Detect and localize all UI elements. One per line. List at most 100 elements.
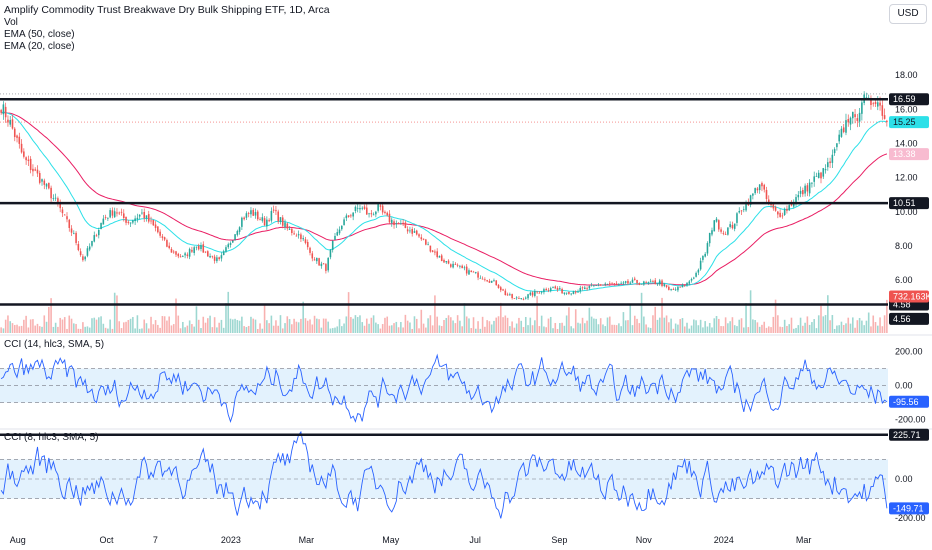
volume-bar [409, 322, 411, 333]
candle-body [470, 270, 473, 272]
volume-bar [756, 322, 759, 333]
candle-body [120, 211, 123, 213]
volume-bar [236, 320, 239, 333]
volume-bar [761, 324, 763, 333]
volume-bar [272, 325, 275, 333]
volume-bar [493, 320, 495, 333]
candle-body [191, 249, 193, 252]
candle-body [740, 210, 743, 212]
volume-bar [454, 323, 457, 333]
volume-bar [132, 317, 134, 333]
candle-body [836, 143, 838, 148]
cci-axis-label: -200.00 [895, 415, 926, 425]
volume-bar [388, 325, 391, 333]
volume-bar [865, 320, 868, 333]
volume-bar [747, 327, 750, 333]
volume-bar [418, 328, 420, 333]
volume-bar [227, 291, 230, 333]
volume-bar [247, 325, 250, 333]
volume-bar [291, 324, 293, 333]
currency-button[interactable]: USD [889, 4, 927, 24]
volume-bar [163, 316, 166, 333]
volume-bar [100, 316, 102, 333]
volume-bar [327, 321, 329, 333]
candle-body [270, 210, 273, 221]
volume-bar [870, 326, 872, 333]
volume-bar [91, 318, 93, 333]
candle-body [443, 259, 445, 263]
volume-bar [225, 303, 227, 333]
candle-body [708, 233, 711, 244]
ema20-legend[interactable]: EMA (20, close) [4, 41, 75, 52]
candle-body [799, 190, 802, 194]
volume-bar [658, 317, 661, 333]
cci8-value-tag: 225.71 [893, 430, 921, 440]
volume-bar [386, 316, 389, 333]
candle-body [817, 172, 820, 178]
volume-bar [347, 292, 350, 333]
volume-bar [75, 323, 77, 333]
candle-body [452, 263, 454, 268]
volume-bar [786, 325, 788, 333]
volume-bar [322, 318, 325, 333]
candle-body [254, 212, 257, 216]
candle-body [647, 282, 650, 284]
candle-body [502, 289, 504, 291]
volume-bar [597, 324, 600, 333]
candle-body [422, 238, 425, 240]
volume-legend[interactable]: Vol [4, 17, 18, 28]
volume-bar [570, 326, 572, 333]
candle-body [259, 218, 261, 220]
volume-bar [599, 318, 602, 333]
candle-body [100, 222, 102, 230]
volume-bar [593, 318, 595, 333]
candle-body [229, 243, 232, 245]
volume-bar [254, 319, 257, 333]
candle-body [372, 214, 375, 216]
volume-bar [270, 315, 273, 333]
volume-bar [858, 317, 861, 333]
volume-bar [434, 295, 436, 333]
candle-body [216, 257, 218, 262]
candle-body [554, 286, 557, 289]
candle-body [765, 189, 768, 200]
cci8-value-tag: -149.71 [893, 503, 924, 513]
volume-bar [515, 323, 518, 333]
chart-title: Amplify Commodity Trust Breakwave Dry Bu… [4, 4, 330, 16]
volume-bar [250, 316, 252, 333]
candle-body [663, 284, 666, 287]
candle-body [297, 234, 300, 236]
candle-body [379, 205, 382, 207]
candle-body [202, 244, 205, 253]
volume-bar [683, 326, 686, 333]
volume-bar [182, 321, 184, 333]
candle-body [200, 245, 202, 250]
volume-bar [440, 326, 443, 333]
volume-bar [222, 327, 225, 333]
volume-bar [718, 318, 720, 333]
candle-body [34, 169, 36, 171]
volume-bar [797, 325, 800, 333]
volume-bar [25, 315, 27, 333]
candle-body [677, 287, 679, 291]
candle-body [300, 234, 302, 240]
volume-bar [520, 320, 523, 333]
candle-body [727, 227, 729, 235]
candle-body [879, 102, 881, 106]
volume-bar [777, 315, 779, 333]
volume-bar [665, 315, 668, 333]
cci8-legend[interactable]: CCI (8, hlc3, SMA, 5) [4, 432, 99, 443]
volume-bar [52, 326, 55, 333]
volume-bar [674, 323, 677, 333]
cci14-legend[interactable]: CCI (14, hlc3, SMA, 5) [4, 339, 105, 350]
volume-bar [811, 322, 813, 333]
price-tag: 13.38 [893, 149, 916, 159]
ema50-legend[interactable]: EMA (50, close) [4, 29, 75, 40]
candle-body [579, 287, 582, 292]
candle-body [829, 161, 831, 164]
candle-body [681, 284, 684, 288]
candle-body [797, 194, 800, 198]
volume-bar [243, 326, 245, 333]
volume-bar [499, 302, 502, 333]
